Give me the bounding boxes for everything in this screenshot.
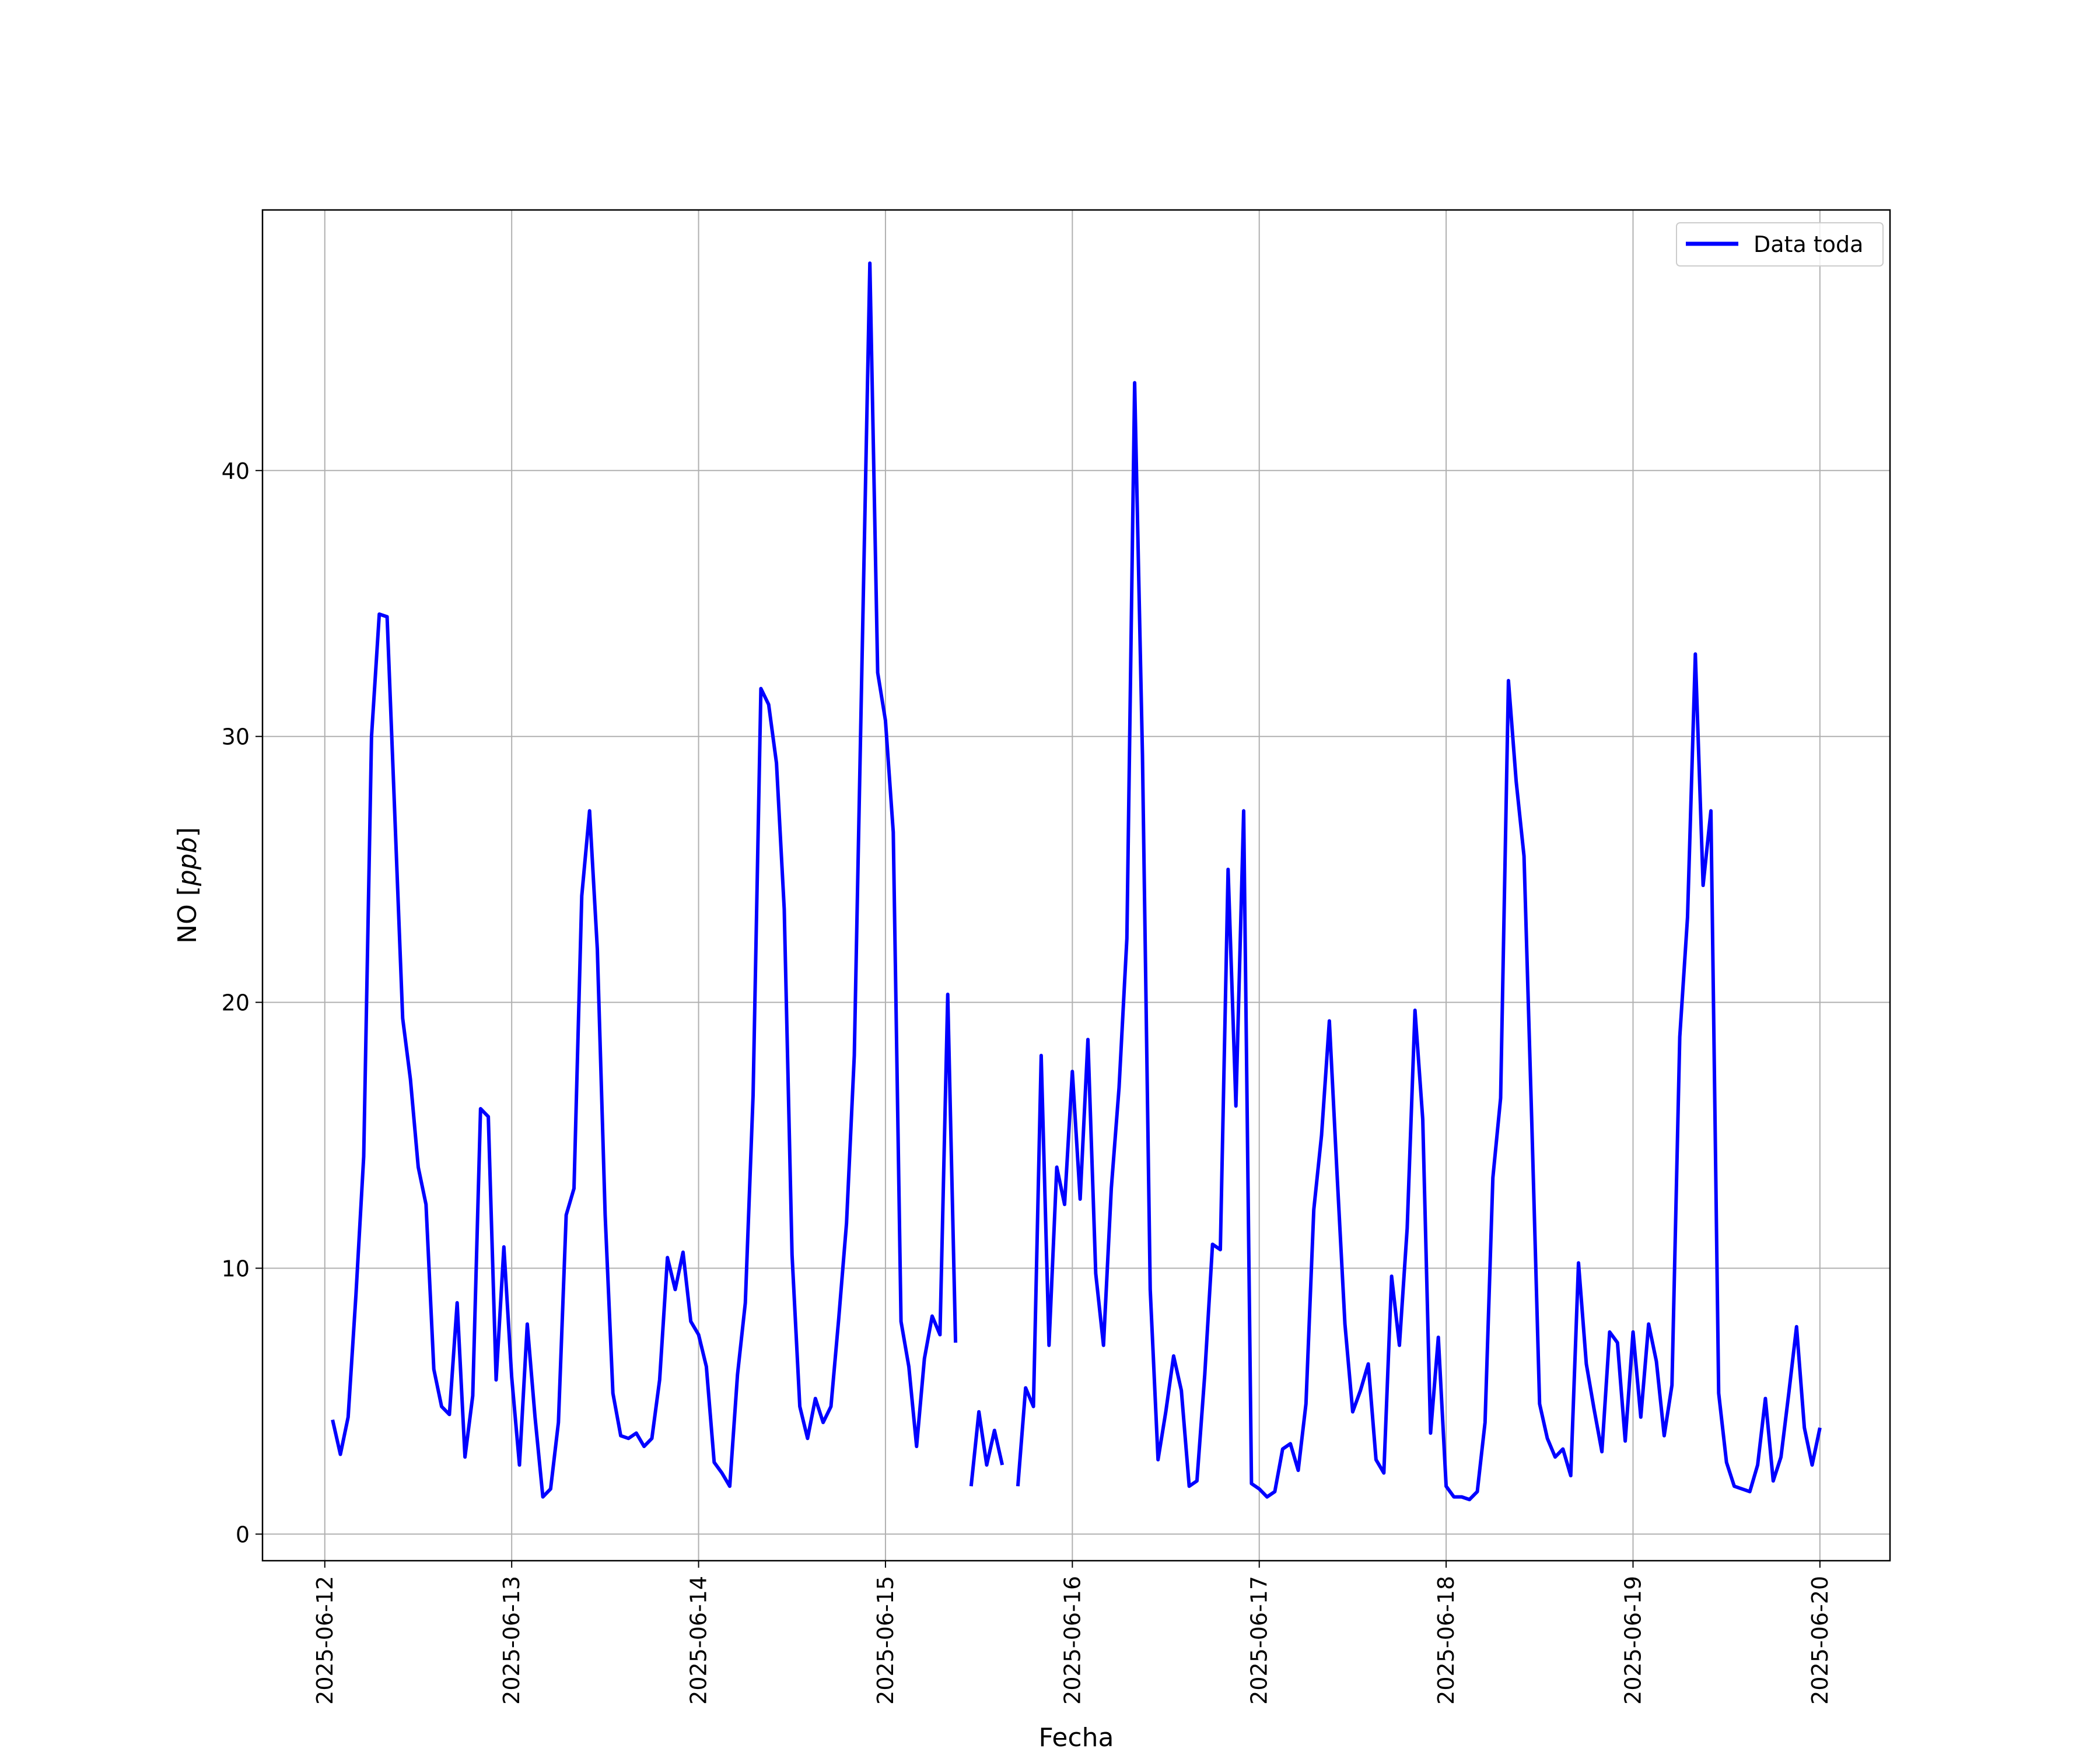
x-tick-label: 2025-06-17 <box>1247 1576 1272 1705</box>
legend: Data toda <box>1676 222 1884 267</box>
x-tick-label: 2025-06-14 <box>686 1576 712 1705</box>
y-axis-label: NO [ppb] <box>173 827 202 944</box>
legend-label: Data toda <box>1754 232 1863 257</box>
y-tick-label: 10 <box>222 1256 250 1282</box>
y-tick-label: 20 <box>222 990 250 1016</box>
grid-lines <box>262 210 1890 1561</box>
legend-box <box>1676 222 1884 267</box>
x-tick-label: 2025-06-12 <box>312 1576 338 1705</box>
y-tick-label: 30 <box>222 724 250 750</box>
x-tick-label: 2025-06-18 <box>1433 1576 1459 1705</box>
y-tick-label: 40 <box>222 458 250 484</box>
x-tick-label: 2025-06-16 <box>1059 1576 1085 1705</box>
series-lines <box>331 261 1822 1502</box>
x-axis-label: Fecha <box>1038 1723 1114 1750</box>
series-line <box>1016 381 1822 1502</box>
x-tick-label: 2025-06-19 <box>1620 1576 1646 1705</box>
series-line <box>331 261 958 1499</box>
x-tick-label: 2025-06-13 <box>499 1576 524 1705</box>
y-axis-label-unit: ppb <box>173 837 202 886</box>
x-tick-label: 2025-06-15 <box>873 1576 898 1705</box>
y-tick-label: 0 <box>236 1522 250 1547</box>
plot-area-frame <box>261 209 1891 1562</box>
y-axis-label-end: ] <box>173 827 202 837</box>
y-axis-label-main: NO [ <box>173 886 202 944</box>
series-line <box>969 1410 1005 1487</box>
x-tick-label: 2025-06-20 <box>1807 1576 1833 1705</box>
axis-ticks: 0 10 20 30 40 2025-06-12 2025-06-13 2025-06-14 2… <box>222 458 1833 1705</box>
